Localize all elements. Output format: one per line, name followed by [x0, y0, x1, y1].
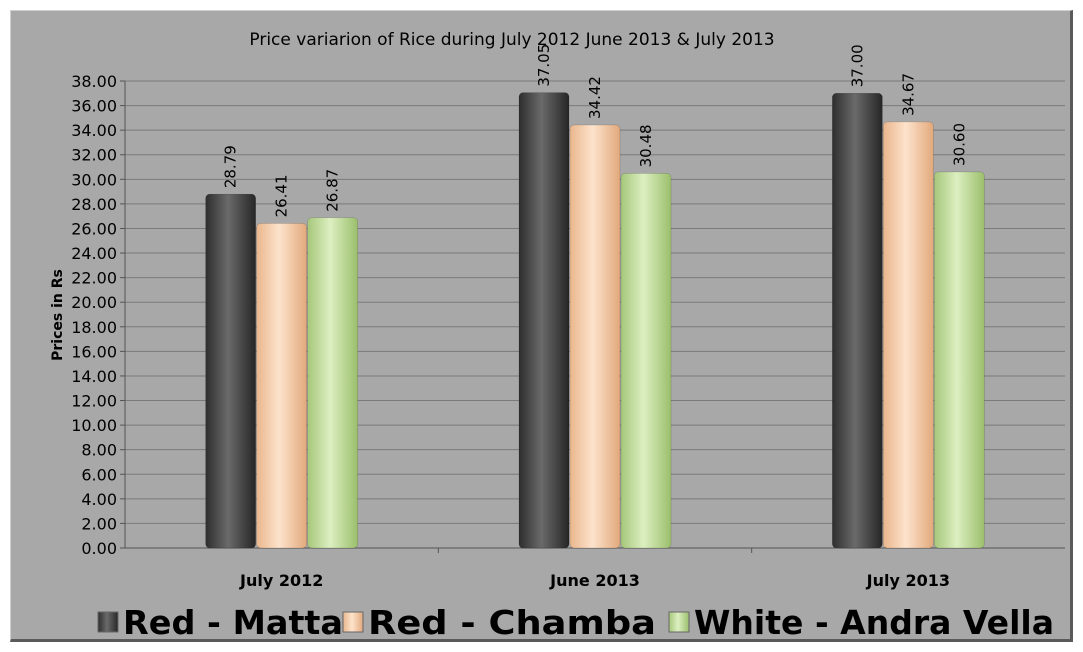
y-tick-label: 10.00 [71, 416, 117, 435]
bar [883, 121, 934, 549]
data-label: 37.05 [535, 44, 553, 87]
y-tick-label: 28.00 [71, 195, 117, 214]
data-label: 37.00 [848, 44, 866, 87]
x-tick-label: July 2013 [866, 571, 950, 590]
data-labels: 28.79 26.41 26.87 37.05 34.42 30.48 37.00 34.67… [222, 44, 969, 218]
bar [569, 124, 621, 549]
data-label: 34.67 [899, 73, 917, 116]
y-tick-label: 4.00 [81, 490, 117, 509]
y-tick-label: 8.00 [81, 441, 117, 460]
axes: 0.00 2.00 4.00 6.00 8.00 10.00 12.00 14.00 16.00… [71, 72, 1065, 590]
data-label: 34.42 [586, 76, 604, 119]
y-tick-label: 36.00 [71, 97, 117, 116]
y-tick-label: 0.00 [81, 539, 117, 558]
y-tick-label: 26.00 [71, 219, 117, 238]
y-tick-label: 30.00 [71, 170, 117, 189]
y-axis-label: Prices in Rs [50, 269, 66, 361]
x-tick-label: June 2013 [549, 571, 640, 590]
y-tick-label: 22.00 [71, 269, 117, 288]
y-tick-label: 12.00 [71, 392, 117, 411]
bar [518, 92, 570, 549]
y-tick-label: 34.00 [71, 121, 117, 140]
bar [307, 217, 358, 549]
bar [934, 171, 985, 549]
y-tick-label: 16.00 [71, 342, 117, 361]
legend-label: Red - Chamba [368, 603, 656, 642]
y-tick-label: 32.00 [71, 146, 117, 165]
data-label: 26.87 [324, 169, 342, 212]
legend: Red - Matta Red - Chamba White - Andra Vel… [97, 603, 1054, 642]
y-tick-label: 14.00 [71, 367, 117, 386]
y-tick-label: 24.00 [71, 244, 117, 263]
data-label: 28.79 [222, 145, 240, 188]
y-tick-label: 2.00 [81, 514, 117, 533]
y-tick-label: 38.00 [71, 72, 117, 91]
data-label: 30.48 [637, 124, 655, 167]
bar [620, 173, 672, 549]
legend-swatch [342, 611, 364, 633]
y-tick-label: 6.00 [81, 465, 117, 484]
bar [832, 93, 883, 549]
bar [256, 223, 307, 549]
legend-swatch [668, 611, 690, 633]
bars [205, 92, 985, 549]
legend-label: White - Andra Vella [694, 603, 1054, 642]
chart-title: Price variarion of Rice during July 2012… [249, 30, 774, 50]
legend-swatch [97, 611, 119, 633]
bar [205, 193, 256, 549]
x-tick-label: July 2012 [239, 571, 323, 590]
data-label: 30.60 [950, 123, 968, 166]
y-tick-label: 20.00 [71, 293, 117, 312]
data-label: 26.41 [273, 174, 291, 217]
legend-label: Red - Matta [123, 603, 343, 642]
y-tick-label: 18.00 [71, 318, 117, 337]
